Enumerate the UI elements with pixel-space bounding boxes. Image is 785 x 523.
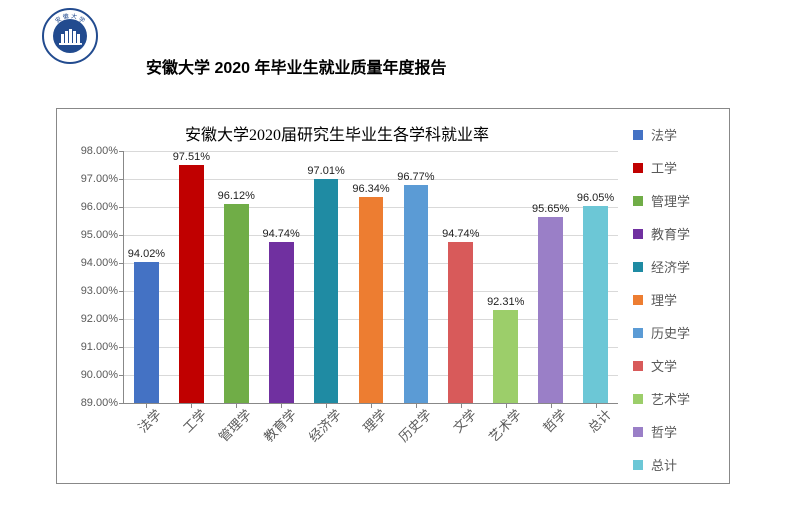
bar-value-label: 92.31%	[487, 296, 524, 308]
x-axis-category: 经济学	[304, 404, 345, 445]
x-axis-category: 法学	[133, 404, 165, 436]
x-tick	[551, 403, 552, 408]
legend-swatch	[633, 394, 643, 404]
legend-swatch	[633, 328, 643, 338]
document-title: 安徽大学 2020 年毕业生就业质量年度报告	[146, 54, 447, 78]
legend-label: 经济学	[651, 257, 690, 276]
legend-item: 工学	[633, 158, 717, 177]
y-axis-label: 95.00%	[81, 229, 124, 241]
chart-bar: 94.74%	[448, 242, 473, 403]
bar-value-label: 96.34%	[352, 183, 389, 195]
chart-bar: 97.51%	[179, 165, 204, 403]
chart-bar: 92.31%	[493, 310, 518, 403]
bar-value-label: 94.02%	[128, 248, 165, 260]
y-axis-label: 92.00%	[81, 313, 124, 325]
chart-bar: 97.01%	[314, 179, 339, 403]
legend-item: 经济学	[633, 257, 717, 276]
y-axis-label: 94.00%	[81, 257, 124, 269]
legend-swatch	[633, 196, 643, 206]
legend-item: 哲学	[633, 422, 717, 441]
x-axis-category: 文学	[448, 404, 480, 436]
x-axis-category: 工学	[178, 404, 210, 436]
legend-swatch	[633, 427, 643, 437]
legend-item: 法学	[633, 125, 717, 144]
legend-label: 管理学	[651, 191, 690, 210]
y-axis-label: 89.00%	[81, 397, 124, 409]
legend-item: 管理学	[633, 191, 717, 210]
legend-label: 教育学	[651, 224, 690, 243]
legend-item: 历史学	[633, 323, 717, 342]
legend-swatch	[633, 262, 643, 272]
bar-value-label: 97.01%	[307, 165, 344, 177]
chart-bar: 94.74%	[269, 242, 294, 403]
legend-label: 工学	[651, 158, 677, 177]
legend-item: 总计	[633, 455, 717, 474]
legend-label: 文学	[651, 356, 677, 375]
bar-value-label: 94.74%	[263, 228, 300, 240]
legend-label: 历史学	[651, 323, 690, 342]
bar-value-label: 96.77%	[397, 171, 434, 183]
x-tick	[596, 403, 597, 408]
bar-value-label: 95.65%	[532, 203, 569, 215]
legend-swatch	[633, 460, 643, 470]
x-axis-category: 总计	[583, 404, 615, 436]
chart-bar: 96.12%	[224, 204, 249, 403]
y-axis-label: 98.00%	[81, 145, 124, 157]
chart-title: 安徽大学2020届研究生毕业生各学科就业率	[57, 121, 617, 145]
bar-value-label: 96.12%	[218, 190, 255, 202]
legend-swatch	[633, 130, 643, 140]
legend-item: 理学	[633, 290, 717, 309]
x-axis-category: 理学	[358, 404, 390, 436]
y-axis-label: 97.00%	[81, 173, 124, 185]
chart-bar: 96.77%	[404, 185, 429, 403]
x-axis-category: 艺术学	[484, 404, 525, 445]
x-axis-category: 历史学	[394, 404, 435, 445]
chart-plot-area: 89.00%90.00%91.00%92.00%93.00%94.00%95.0…	[123, 151, 618, 404]
bar-value-label: 96.05%	[577, 192, 614, 204]
y-axis-label: 93.00%	[81, 285, 124, 297]
legend-swatch	[633, 361, 643, 371]
university-logo: 安 徽 大 学 ANHUI UNIVERSITY	[42, 8, 98, 69]
chart-legend: 法学工学管理学教育学经济学理学历史学文学艺术学哲学总计	[633, 125, 717, 488]
legend-swatch	[633, 229, 643, 239]
legend-swatch	[633, 163, 643, 173]
chart-bar: 94.02%	[134, 262, 159, 403]
legend-label: 理学	[651, 290, 677, 309]
legend-label: 艺术学	[651, 389, 690, 408]
y-axis-label: 91.00%	[81, 341, 124, 353]
chart-bar: 95.65%	[538, 217, 563, 403]
x-axis-category: 教育学	[259, 404, 300, 445]
legend-label: 法学	[651, 125, 677, 144]
x-tick	[506, 403, 507, 408]
legend-item: 文学	[633, 356, 717, 375]
bar-value-label: 94.74%	[442, 228, 479, 240]
legend-swatch	[633, 295, 643, 305]
legend-label: 总计	[651, 455, 677, 474]
y-axis-label: 90.00%	[81, 369, 124, 381]
bar-value-label: 97.51%	[173, 151, 210, 163]
chart-bar: 96.34%	[359, 197, 384, 403]
x-axis-category: 管理学	[214, 404, 255, 445]
x-axis-category: 哲学	[538, 404, 570, 436]
legend-item: 艺术学	[633, 389, 717, 408]
page: 安 徽 大 学 ANHUI UNIVERSITY 安徽大学 2020 年毕业生就…	[0, 0, 785, 523]
legend-label: 哲学	[651, 422, 677, 441]
chart-frame: 安徽大学2020届研究生毕业生各学科就业率 89.00%90.00%91.00%…	[56, 108, 730, 484]
chart-bar: 96.05%	[583, 206, 608, 403]
y-axis-label: 96.00%	[81, 201, 124, 213]
legend-item: 教育学	[633, 224, 717, 243]
